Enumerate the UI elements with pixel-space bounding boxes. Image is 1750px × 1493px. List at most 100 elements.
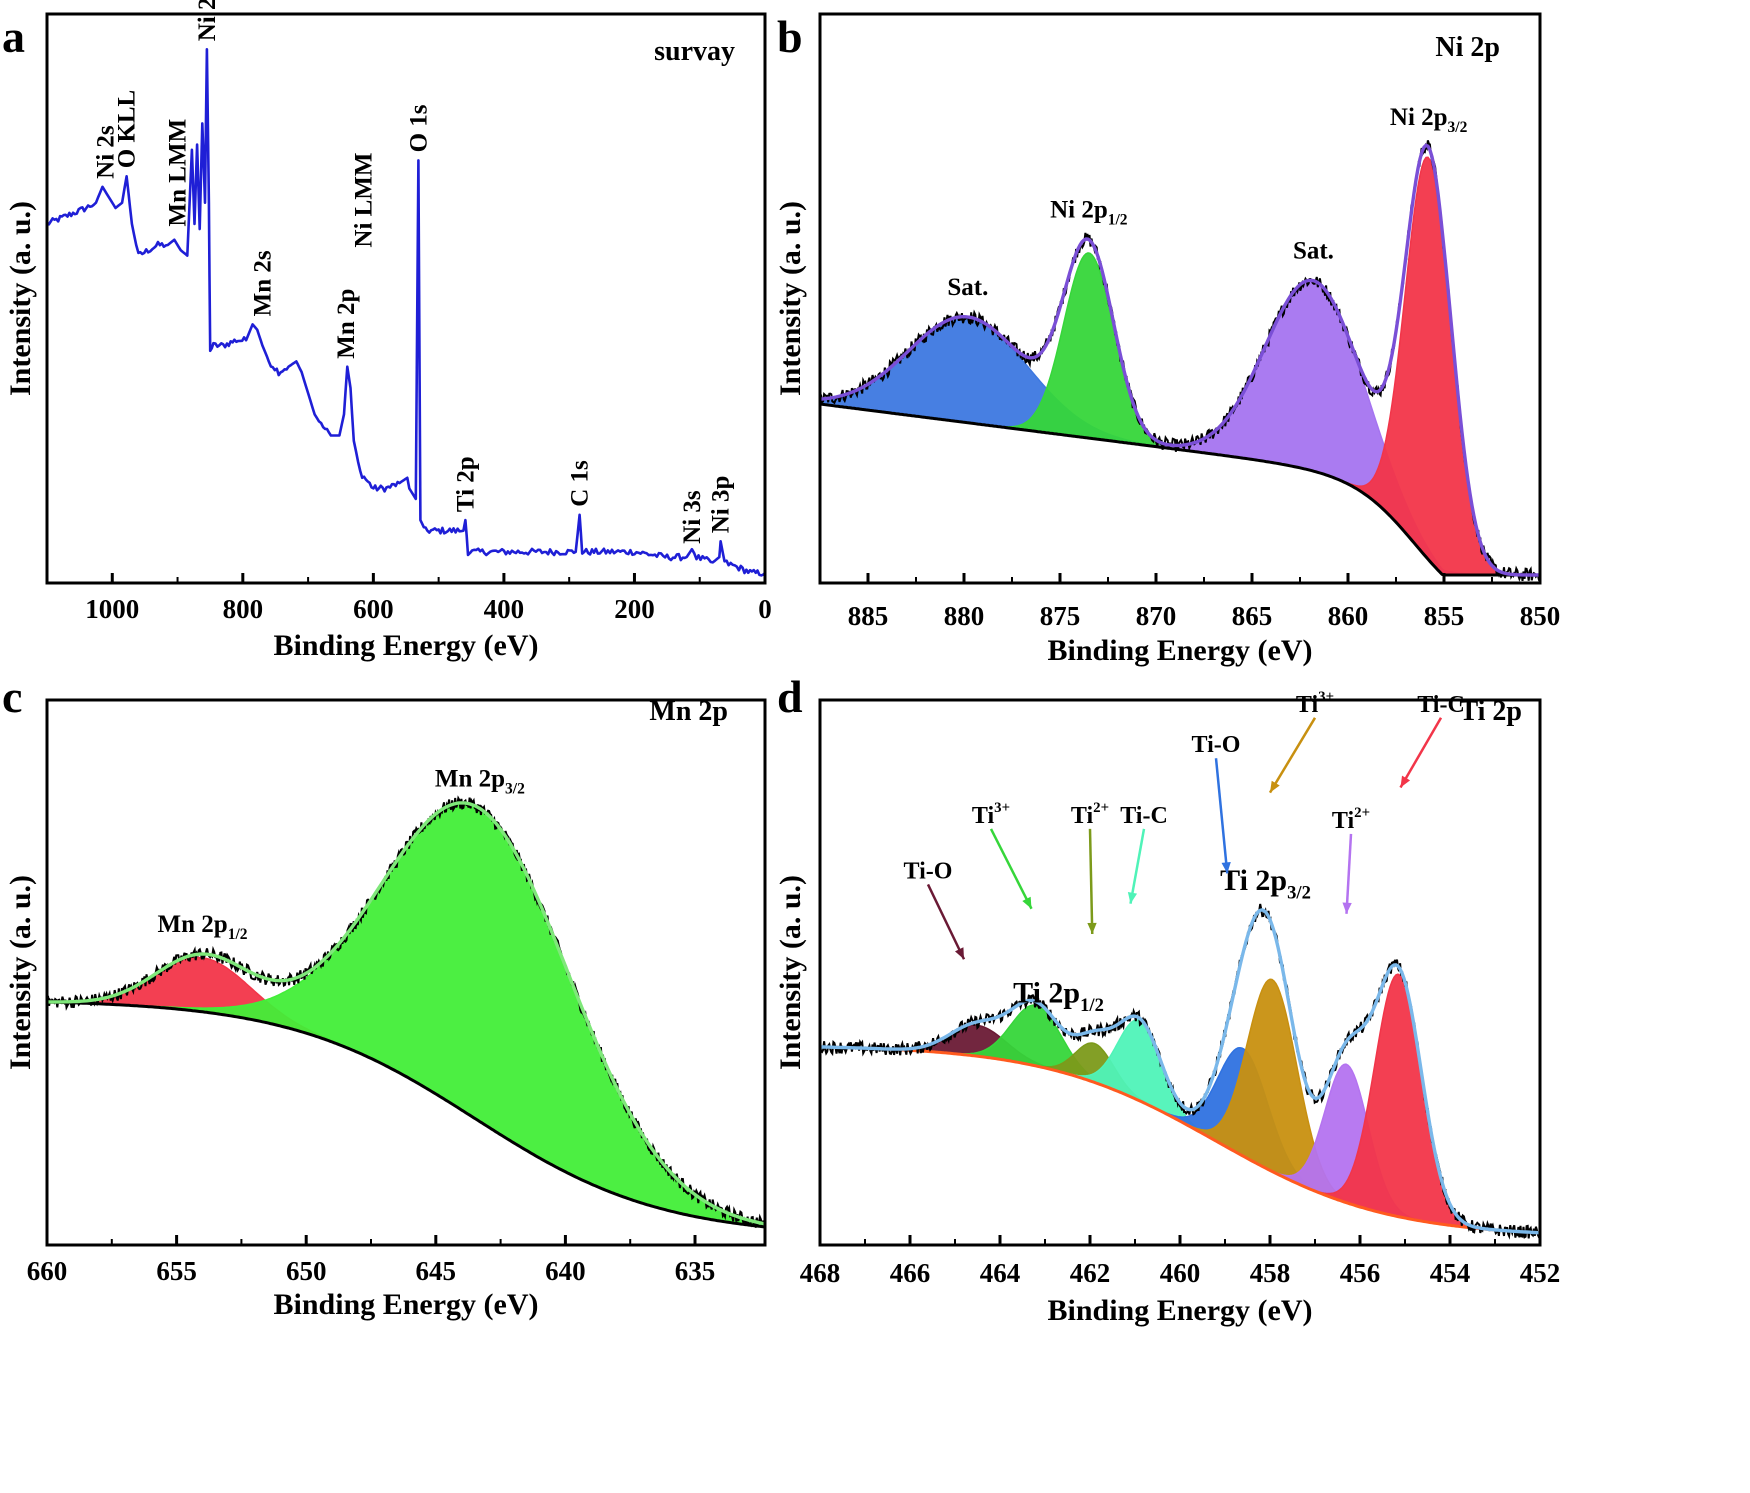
component-label: Ti3+ — [972, 800, 1010, 829]
y-axis-label: Intensity (a. u.) — [4, 201, 37, 396]
peak-label-main: Ti 2p — [1220, 864, 1287, 897]
x-tick-label: 456 — [1340, 1258, 1381, 1288]
component-label-main: Ti — [972, 803, 995, 829]
component-arrow — [1268, 717, 1317, 794]
panel-d: d Ti 2p Binding Energy (eV) Intensity (a. u… — [774, 671, 1560, 1327]
plot-area: Mn 2p1/2Mn 2p3/2 — [46, 766, 766, 1229]
background-line — [820, 1045, 1541, 1235]
x-tick-label: 800 — [223, 594, 264, 624]
component-label: Ti2+ — [1071, 800, 1109, 829]
component-label-main: Ti — [1071, 803, 1094, 829]
x-tick-label: 460 — [1160, 1258, 1201, 1288]
y-axis-label: Intensity (a. u.) — [4, 875, 37, 1070]
x-axis-label: Binding Energy (eV) — [273, 1288, 538, 1321]
fit-peak — [819, 315, 1217, 456]
x-tick-label: 468 — [800, 1258, 841, 1288]
x-tick-label: 660 — [27, 1256, 68, 1286]
x-tick-label: 850 — [1520, 601, 1561, 631]
x-tick-label: 635 — [675, 1256, 716, 1286]
peak-annotation: Mn LMM — [165, 119, 192, 227]
x-tick-label: 855 — [1424, 601, 1465, 631]
x-tick-label: 400 — [484, 594, 525, 624]
x-tick-label: 0 — [758, 594, 772, 624]
plot-frame — [45, 12, 767, 585]
component-arrowhead — [1342, 902, 1352, 914]
x-tick-label: 452 — [1520, 1258, 1561, 1288]
x-tick-label: 454 — [1430, 1258, 1471, 1288]
survey-line — [46, 48, 766, 577]
component-label-sup: 2+ — [1354, 805, 1370, 821]
component-label: Ti-C — [1417, 692, 1465, 718]
x-tick-label: 880 — [944, 601, 985, 631]
x-tick-label: 466 — [890, 1258, 931, 1288]
x-tick-label: 650 — [286, 1256, 327, 1286]
envelope-line — [820, 908, 1541, 1235]
peak-label-sub: 3/2 — [1287, 882, 1311, 903]
plot-frame — [818, 12, 1542, 585]
x-tick-label: 640 — [545, 1256, 586, 1286]
peak-label-sub: 3/2 — [1448, 119, 1468, 136]
y-axis-label: Intensity (a. u.) — [774, 201, 807, 396]
x-tick-label: 655 — [156, 1256, 197, 1286]
component-arrowhead — [1087, 922, 1097, 934]
component-arrow — [1399, 717, 1443, 789]
peak-label: Ni 2p3/2 — [1390, 104, 1468, 136]
component-arrow — [1129, 828, 1146, 904]
panel-label-d: d — [777, 671, 803, 722]
x-tick-label: 865 — [1232, 601, 1273, 631]
peak-label: Mn 2p3/2 — [435, 766, 525, 798]
component-arrowhead — [1022, 896, 1032, 909]
peak-label: Ti 2p1/2 — [1013, 976, 1104, 1015]
background-line — [47, 1000, 766, 1229]
peak-annotation: Ni 3p — [708, 476, 735, 534]
component-arrow — [989, 828, 1033, 910]
peak-annotation: Mn 2p — [333, 289, 360, 359]
peak-annotation: O KLL — [114, 90, 141, 169]
component-label: Ti-C — [1120, 803, 1168, 829]
background-line — [819, 402, 1540, 577]
component-label-main: Ti — [1332, 808, 1355, 834]
component-arrow — [1345, 833, 1353, 914]
peak-label-main: Ti 2p — [1013, 976, 1080, 1009]
peak-label: Mn 2p1/2 — [158, 911, 248, 943]
peak-label-main: Ni 2p — [1050, 197, 1108, 224]
peak-annotation: Ni 2p — [194, 0, 221, 41]
panel-label-b: b — [777, 11, 803, 62]
peak-label-main: Mn 2p — [158, 911, 228, 938]
x-tick-label: 1000 — [85, 594, 139, 624]
component-label-main: Ti — [1296, 692, 1319, 718]
peak-label-sub: 3/2 — [505, 781, 525, 798]
x-tick-label: 645 — [416, 1256, 457, 1286]
x-tick-label: 870 — [1136, 601, 1177, 631]
component-arrowhead — [1221, 861, 1231, 874]
component-arrow — [1214, 758, 1229, 874]
peak-annotation: C 1s — [567, 460, 594, 507]
component-arrowhead — [1400, 775, 1411, 788]
component-label: Ti-O — [1192, 732, 1241, 758]
peak-annotation: Ni LMM — [351, 152, 378, 247]
x-tick-label: 875 — [1040, 601, 1081, 631]
x-tick-label: 860 — [1328, 601, 1369, 631]
peak-label-sub: 1/2 — [1108, 212, 1128, 229]
peak-annotation: Mn 2s — [249, 250, 276, 316]
component-label-sup: 3+ — [994, 800, 1010, 816]
component-label-sup: 2+ — [1093, 800, 1109, 816]
peak-annotation: Ni 2s — [93, 125, 120, 179]
component-label: Ti3+ — [1296, 689, 1334, 718]
panel-a: a survay Binding Energy (eV) Intensity (a. … — [2, 0, 772, 662]
x-tick-label: 200 — [614, 594, 655, 624]
x-tick-label: 462 — [1070, 1258, 1111, 1288]
x-tick-label: 458 — [1250, 1258, 1291, 1288]
plot-area: Ni 2sO KLL Mn LMM Ni 2p Mn 2s Mn 2p Ni LMM O 1… — [46, 0, 766, 577]
x-axis-label: Binding Energy (eV) — [1047, 634, 1312, 667]
component-arrowhead — [1270, 780, 1280, 793]
panel-label-c: c — [2, 671, 22, 722]
peak-annotation: O 1s — [405, 104, 432, 152]
peak-label-main: Mn 2p — [435, 766, 505, 793]
envelope-line — [819, 143, 1540, 577]
component-label: Ti2+ — [1332, 805, 1370, 834]
x-axis-label: Binding Energy (eV) — [273, 629, 538, 662]
